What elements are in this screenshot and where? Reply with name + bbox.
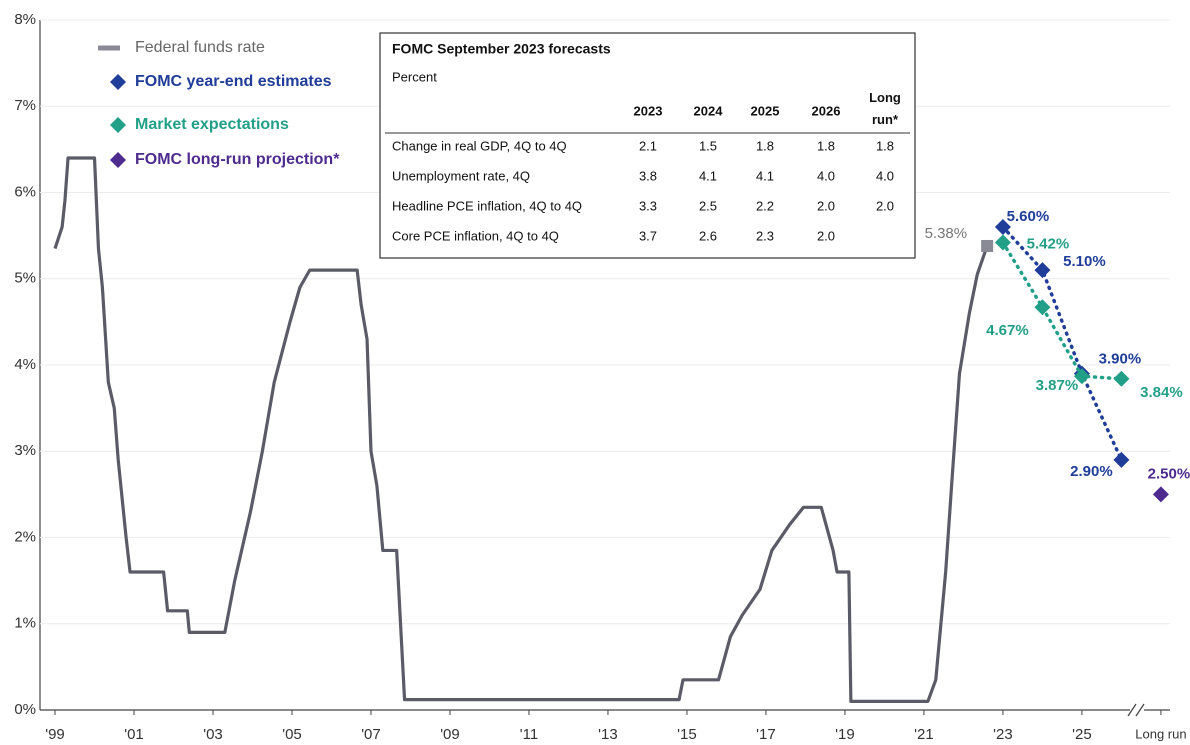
table-column-header: 2024 bbox=[694, 103, 724, 118]
data-label: 5.60% bbox=[1007, 208, 1050, 225]
x-tick-label: '21 bbox=[914, 726, 934, 743]
data-label: 5.42% bbox=[1027, 235, 1070, 252]
diamond-marker bbox=[994, 234, 1011, 251]
table-cell: 1.8 bbox=[817, 138, 835, 153]
table-cell: 4.1 bbox=[699, 168, 717, 183]
table-cell: 2.0 bbox=[876, 198, 894, 213]
y-tick-label: 7% bbox=[14, 97, 36, 114]
diamond-marker bbox=[1113, 370, 1130, 387]
data-label: 3.87% bbox=[1036, 377, 1079, 394]
legend-swatch bbox=[110, 74, 126, 90]
data-label: 3.90% bbox=[1099, 351, 1142, 368]
table-row-label: Change in real GDP, 4Q to 4Q bbox=[392, 138, 567, 153]
table-cell: 4.1 bbox=[756, 168, 774, 183]
y-tick-label: 4% bbox=[14, 356, 36, 373]
plot: 5.38% 5.60% 5.10% 3.90% 2.90% 5.42% 4.67% 3.87%… bbox=[53, 156, 1190, 703]
table-cell: 1.8 bbox=[756, 138, 774, 153]
data-label: 3.84% bbox=[1140, 384, 1183, 401]
table-cell: 2.1 bbox=[639, 138, 657, 153]
x-tick-label: Long run bbox=[1135, 726, 1186, 741]
grid: 0% 1% 2% 3% 4% 5% 6% 7% 8% '99 '01 '03 '05 '07 '09 '11 '… bbox=[14, 11, 1186, 743]
legend: Federal funds rate FOMC year-end estimate… bbox=[98, 39, 340, 168]
diamond-marker bbox=[1034, 299, 1051, 316]
diamond-marker bbox=[1152, 486, 1169, 503]
table-subtitle: Percent bbox=[392, 69, 437, 84]
data-label: 2.90% bbox=[1070, 463, 1113, 480]
y-tick-label: 2% bbox=[14, 528, 36, 545]
diamond-marker bbox=[1073, 368, 1090, 385]
y-tick-label: 6% bbox=[14, 183, 36, 200]
projection-line bbox=[1001, 240, 1124, 381]
table-cell: 3.7 bbox=[639, 228, 657, 243]
x-tick-label: '17 bbox=[756, 726, 776, 743]
table-cell: 2.0 bbox=[817, 228, 835, 243]
data-label: 4.67% bbox=[986, 322, 1029, 339]
table-title: FOMC September 2023 forecasts bbox=[392, 41, 611, 57]
table-cell: 3.3 bbox=[639, 198, 657, 213]
legend-label: Market expectations bbox=[135, 116, 289, 133]
x-tick-label: '11 bbox=[520, 726, 538, 743]
table-cell: 2.5 bbox=[699, 198, 717, 213]
end-marker bbox=[981, 239, 994, 252]
x-tick-label: '25 bbox=[1072, 726, 1092, 743]
table-row-label: Headline PCE inflation, 4Q to 4Q bbox=[392, 198, 582, 213]
y-tick-label: 5% bbox=[14, 270, 36, 287]
projection-line bbox=[1001, 225, 1124, 462]
axis-break-mark bbox=[1135, 703, 1145, 717]
table-cell: 2.2 bbox=[756, 198, 774, 213]
axis-break-gap bbox=[1130, 700, 1144, 720]
table-cell: 2.6 bbox=[699, 228, 717, 243]
data-label: 5.38% bbox=[925, 225, 968, 242]
table-column-header: Long run* bbox=[869, 90, 901, 127]
x-tick-label: '23 bbox=[993, 726, 1013, 743]
data-label: 2.50% bbox=[1148, 465, 1190, 482]
y-tick-label: 0% bbox=[14, 701, 36, 718]
y-tick-label: 1% bbox=[14, 615, 36, 632]
table-cell: 4.0 bbox=[876, 168, 894, 183]
y-tick-label: 8% bbox=[14, 11, 36, 28]
x-tick-label: '99 bbox=[45, 726, 65, 743]
table-column-header: 2023 bbox=[634, 103, 663, 118]
table-row-label: Unemployment rate, 4Q bbox=[392, 168, 530, 183]
x-tick-label: '03 bbox=[203, 726, 223, 743]
table-column-header: 2026 bbox=[812, 103, 841, 118]
x-tick-label: '01 bbox=[124, 726, 144, 743]
legend-swatch bbox=[110, 152, 126, 168]
table-cell: 3.8 bbox=[639, 168, 657, 183]
legend-swatch bbox=[110, 117, 126, 133]
table-cell: 1.5 bbox=[699, 138, 717, 153]
table-frame bbox=[379, 32, 916, 259]
diamond-marker bbox=[1113, 451, 1130, 468]
table-cell: 2.0 bbox=[817, 198, 835, 213]
axis-break bbox=[1127, 700, 1145, 720]
fed-funds-line bbox=[53, 156, 989, 703]
table-cell: 1.8 bbox=[876, 138, 894, 153]
diamond-marker bbox=[1034, 262, 1051, 279]
x-tick-label: '09 bbox=[440, 726, 460, 743]
legend-label: Federal funds rate bbox=[135, 39, 265, 56]
x-tick-label: '07 bbox=[361, 726, 381, 743]
y-tick-label: 3% bbox=[14, 442, 36, 459]
forecast-table: FOMC September 2023 forecasts Percent 20… bbox=[379, 32, 916, 259]
legend-label: FOMC long-run projection* bbox=[135, 151, 340, 168]
axis-break-mark bbox=[1127, 703, 1137, 717]
table-cell: 4.0 bbox=[817, 168, 835, 183]
x-tick-label: '19 bbox=[835, 726, 855, 743]
x-tick-label: '13 bbox=[598, 726, 618, 743]
x-tick-label: '15 bbox=[677, 726, 697, 743]
table-row-label: Core PCE inflation, 4Q to 4Q bbox=[392, 228, 559, 243]
table-column-header: 2025 bbox=[751, 103, 780, 118]
data-label: 5.10% bbox=[1063, 253, 1106, 270]
legend-label: FOMC year-end estimates bbox=[135, 73, 332, 90]
x-tick-label: '05 bbox=[282, 726, 302, 743]
diamond-marker bbox=[994, 219, 1011, 235]
legend-swatch bbox=[98, 45, 120, 51]
table-cell: 2.3 bbox=[756, 228, 774, 243]
